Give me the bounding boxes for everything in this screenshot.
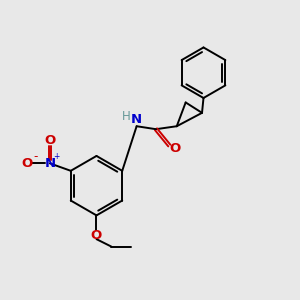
Text: O: O	[91, 229, 102, 242]
Text: N: N	[44, 157, 56, 170]
Text: N: N	[131, 113, 142, 126]
Text: +: +	[53, 152, 60, 161]
Text: O: O	[169, 142, 180, 155]
Text: O: O	[21, 157, 33, 170]
Text: H: H	[122, 110, 130, 123]
Text: -: -	[33, 150, 37, 163]
Text: O: O	[44, 134, 56, 147]
